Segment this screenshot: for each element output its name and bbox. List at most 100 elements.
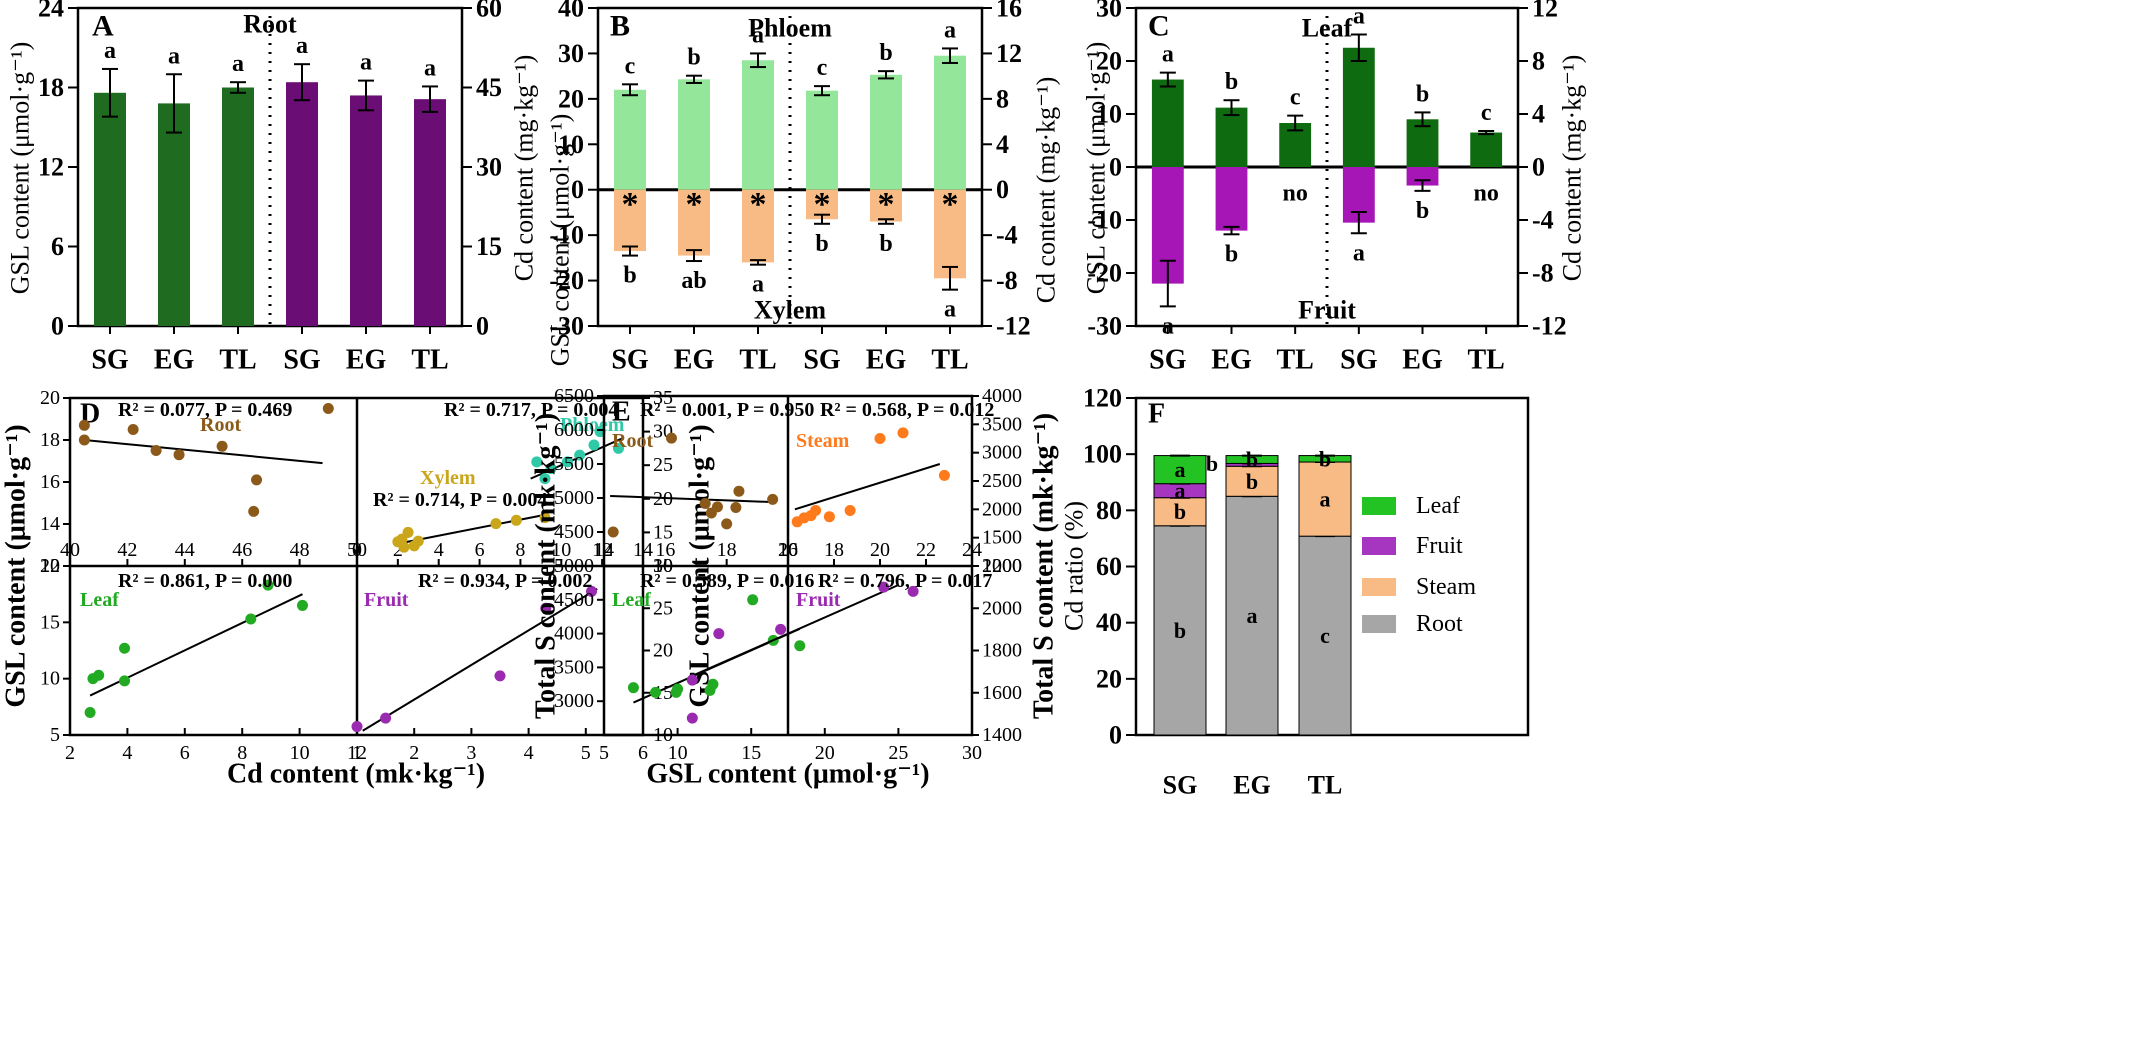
- data-point: [713, 628, 725, 640]
- y-tick-label: 0: [1109, 153, 1122, 182]
- y-right-tick-label: 8: [996, 84, 1009, 113]
- y-right-tick-label: 20: [653, 640, 673, 662]
- x-tick-label: 4: [122, 742, 132, 764]
- stacked-segment: [1225, 465, 1279, 497]
- y-tick-label: 60: [1096, 552, 1122, 581]
- data-point: [588, 439, 600, 451]
- stat-annotation: R² = 0.714, P = 0.004: [373, 489, 547, 511]
- x-tick-label: 20: [870, 539, 890, 561]
- regression-line: [362, 587, 598, 732]
- y-tick-label: 0: [571, 175, 584, 204]
- y-right-tick-label: 0: [996, 175, 1009, 204]
- data-point: [561, 456, 573, 468]
- bar-negative: [1215, 167, 1248, 231]
- bar: [222, 87, 254, 326]
- significance-star: *: [814, 186, 831, 223]
- legend-swatch: [1362, 615, 1396, 633]
- section-top-label: Leaf: [1302, 14, 1353, 43]
- x-tick-label: 30: [962, 742, 982, 764]
- data-point: [686, 674, 698, 686]
- x-tick-label: EG: [866, 345, 907, 376]
- y-tick-label: -20: [549, 266, 584, 295]
- series-label: Fruit: [796, 589, 841, 611]
- y-tick-label: 4000: [554, 623, 594, 645]
- series-label: Leaf: [612, 589, 651, 611]
- y-tick-label: 0: [1109, 721, 1122, 750]
- series-label: Phloem: [560, 414, 625, 436]
- x-tick-label: 20: [778, 539, 798, 561]
- x-tick-label: 20: [815, 742, 835, 764]
- bar-positive: [1342, 47, 1375, 167]
- data-point: [721, 518, 733, 530]
- significance-letter: a: [1175, 457, 1186, 482]
- y-tick-label: 20: [558, 84, 584, 113]
- y-tick-label: 10: [40, 668, 60, 690]
- x-tick-label: 10: [668, 742, 688, 764]
- significance-star: *: [622, 186, 639, 223]
- bar-negative: [934, 189, 966, 279]
- significance-letter: a: [1247, 603, 1258, 628]
- x-tick-label: SG: [1163, 771, 1198, 800]
- data-point: [844, 504, 856, 516]
- x-tick-label: 12: [592, 539, 612, 561]
- y-tick-label: 0: [51, 312, 64, 341]
- y-right-tick-label: 0: [476, 312, 489, 341]
- x-tick-label: 6: [638, 742, 648, 764]
- regression-line: [794, 463, 941, 511]
- x-tick-label: EG: [346, 345, 387, 376]
- x-tick-label: 2: [65, 742, 75, 764]
- y-tick-label: 10: [558, 130, 584, 159]
- y-tick-label: 20: [40, 555, 60, 577]
- x-tick-label: 10: [551, 539, 571, 561]
- y-tick-label: 40: [558, 0, 584, 23]
- significance-letter: a: [360, 50, 372, 76]
- x-tick-label: TL: [411, 345, 448, 376]
- legend-swatch: [1362, 537, 1396, 555]
- data-point: [823, 511, 835, 523]
- series-label: Xylem: [420, 467, 476, 489]
- data-point: [540, 602, 552, 614]
- x-tick-label: 24: [962, 539, 982, 561]
- x-tick-label: 1: [352, 742, 362, 764]
- significance-letter: b: [1206, 451, 1218, 476]
- y-tick-label: 14: [40, 513, 60, 535]
- y-right-tick-label: 3000: [982, 442, 1022, 464]
- data-point: [730, 502, 742, 514]
- x-tick-label: 10: [290, 742, 310, 764]
- data-point: [707, 678, 719, 690]
- y-right-tick-label: 15: [653, 521, 673, 543]
- data-point: [539, 512, 551, 524]
- y-tick-label: -30: [549, 312, 584, 341]
- plot-frame: [596, 6, 984, 328]
- x-tick-label: 6: [180, 742, 190, 764]
- x-tick-label: 48: [290, 539, 310, 561]
- y-right-tick-label: 16: [996, 0, 1022, 23]
- y-right-tick-label: 1800: [982, 640, 1022, 662]
- data-point: [699, 497, 711, 509]
- stat-annotation: R² = 0.077, P = 0.469: [118, 399, 292, 421]
- x-tick-label: SG: [1149, 345, 1187, 376]
- data-point: [810, 504, 822, 516]
- data-point: [897, 427, 909, 439]
- data-point: [907, 585, 919, 597]
- y-tick-label: 10: [1096, 100, 1122, 129]
- legend-swatch: [1362, 578, 1396, 596]
- panel-letter: A: [92, 10, 114, 43]
- stacked-segment: [1153, 497, 1207, 527]
- x-tick-label: 5: [599, 742, 609, 764]
- y-tick-label: -30: [1087, 312, 1122, 341]
- data-point: [878, 581, 890, 593]
- significance-letter: a: [1353, 4, 1365, 30]
- significance-letter: b: [1246, 469, 1258, 494]
- x-tick-label: 3: [466, 742, 476, 764]
- y-tick-label: 80: [1096, 496, 1122, 525]
- significance-star: *: [878, 186, 895, 223]
- bar-negative: [614, 189, 646, 252]
- stacked-segment: [1298, 535, 1352, 736]
- significance-letter: b: [879, 231, 892, 257]
- data-point: [402, 526, 414, 538]
- significance-letter: c: [817, 55, 828, 81]
- data-point: [490, 518, 502, 530]
- x-tick-label: 8: [515, 539, 525, 561]
- x-tick-label: 46: [232, 539, 252, 561]
